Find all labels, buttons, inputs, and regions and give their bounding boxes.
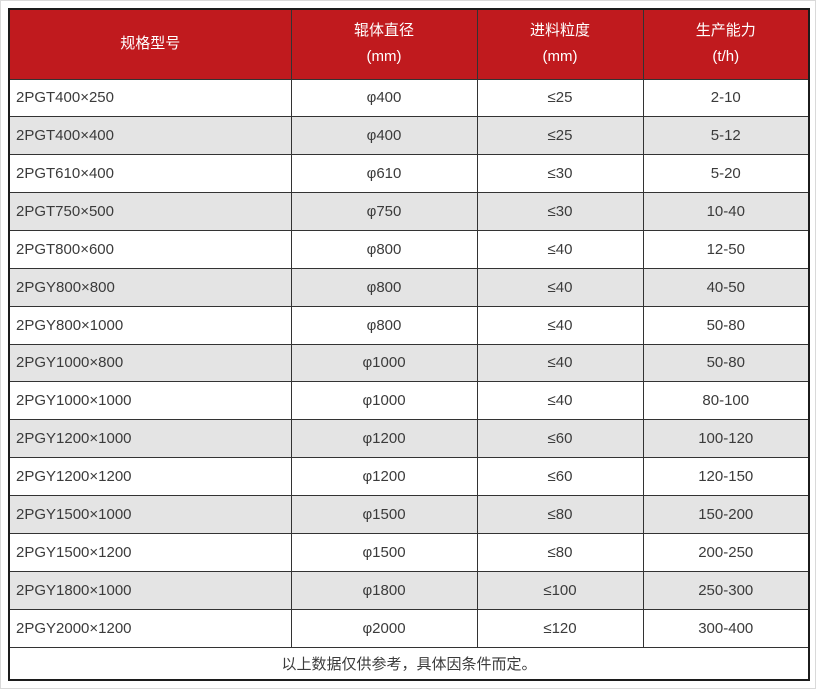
cell-diameter: φ750 bbox=[290, 192, 478, 231]
cell-model: 2PGT400×400 bbox=[8, 116, 292, 156]
cell-feed-size: ≤60 bbox=[476, 457, 644, 496]
table-body: 2PGT400×250 φ400 ≤25 2-10 2PGT400×400 φ400 ≤25… bbox=[8, 78, 810, 648]
cell-model: 2PGY800×1000 bbox=[8, 305, 292, 345]
cell-feed-size: ≤80 bbox=[476, 532, 644, 572]
column-unit: (mm) bbox=[542, 48, 578, 66]
cell-diameter: φ800 bbox=[290, 229, 478, 269]
table-row: 2PGT400×250 φ400 ≤25 2-10 bbox=[8, 78, 810, 118]
cell-model: 2PGY1800×1000 bbox=[8, 570, 292, 610]
cell-model: 2PGY800×800 bbox=[8, 267, 292, 307]
column-title: 规格型号 bbox=[120, 35, 181, 53]
cell-diameter: φ400 bbox=[290, 116, 478, 156]
column-unit: (mm) bbox=[366, 48, 402, 66]
footer-note: 以上数据仅供参考，具体因条件而定。 bbox=[8, 646, 810, 681]
cell-feed-size: ≤25 bbox=[476, 78, 644, 118]
cell-diameter: φ1500 bbox=[290, 532, 478, 572]
column-header-feed-size: 进料粒度 (mm) bbox=[476, 8, 644, 80]
cell-diameter: φ400 bbox=[290, 78, 478, 118]
column-unit: (t/h) bbox=[712, 48, 740, 66]
table-row: 2PGT800×600 φ800 ≤40 12-50 bbox=[8, 229, 810, 269]
cell-diameter: φ1800 bbox=[290, 570, 478, 610]
cell-model: 2PGY2000×1200 bbox=[8, 608, 292, 648]
table-header: 规格型号 辊体直径 (mm) 进料粒度 (mm) 生产能力 (t/h) bbox=[8, 8, 810, 80]
header-row: 规格型号 辊体直径 (mm) 进料粒度 (mm) 生产能力 (t/h) bbox=[8, 8, 810, 80]
cell-diameter: φ1200 bbox=[290, 419, 478, 459]
cell-feed-size: ≤40 bbox=[476, 343, 644, 383]
cell-feed-size: ≤120 bbox=[476, 608, 644, 648]
cell-model: 2PGY1500×1000 bbox=[8, 494, 292, 534]
footer-row: 以上数据仅供参考，具体因条件而定。 bbox=[8, 646, 810, 681]
table-footer: 以上数据仅供参考，具体因条件而定。 bbox=[8, 646, 810, 681]
cell-model: 2PGY1000×1000 bbox=[8, 381, 292, 421]
table-row: 2PGY800×800 φ800 ≤40 40-50 bbox=[8, 267, 810, 307]
cell-feed-size: ≤100 bbox=[476, 570, 644, 610]
column-title: 生产能力 bbox=[695, 22, 756, 40]
table-row: 2PGY1500×1000 φ1500 ≤80 150-200 bbox=[8, 494, 810, 534]
cell-capacity: 10-40 bbox=[642, 192, 810, 231]
table-row: 2PGY1500×1200 φ1500 ≤80 200-250 bbox=[8, 532, 810, 572]
cell-diameter: φ800 bbox=[290, 305, 478, 345]
cell-feed-size: ≤80 bbox=[476, 494, 644, 534]
cell-feed-size: ≤30 bbox=[476, 154, 644, 194]
cell-diameter: φ1000 bbox=[290, 343, 478, 383]
cell-model: 2PGT400×250 bbox=[8, 78, 292, 118]
table-row: 2PGY2000×1200 φ2000 ≤120 300-400 bbox=[8, 608, 810, 648]
table-row: 2PGT750×500 φ750 ≤30 10-40 bbox=[8, 192, 810, 231]
cell-capacity: 2-10 bbox=[642, 78, 810, 118]
table-row: 2PGY800×1000 φ800 ≤40 50-80 bbox=[8, 305, 810, 345]
specification-table: 规格型号 辊体直径 (mm) 进料粒度 (mm) 生产能力 (t/h) 2PGT… bbox=[8, 8, 810, 681]
cell-diameter: φ2000 bbox=[290, 608, 478, 648]
cell-diameter: φ1500 bbox=[290, 494, 478, 534]
cell-model: 2PGY1200×1000 bbox=[8, 419, 292, 459]
cell-model: 2PGY1000×800 bbox=[8, 343, 292, 383]
cell-capacity: 250-300 bbox=[642, 570, 810, 610]
column-title: 辊体直径 bbox=[353, 22, 414, 40]
cell-capacity: 120-150 bbox=[642, 457, 810, 496]
cell-capacity: 5-12 bbox=[642, 116, 810, 156]
cell-capacity: 40-50 bbox=[642, 267, 810, 307]
cell-diameter: φ610 bbox=[290, 154, 478, 194]
cell-feed-size: ≤40 bbox=[476, 229, 644, 269]
column-title: 进料粒度 bbox=[529, 22, 590, 40]
cell-capacity: 150-200 bbox=[642, 494, 810, 534]
column-header-capacity: 生产能力 (t/h) bbox=[642, 8, 810, 80]
cell-capacity: 5-20 bbox=[642, 154, 810, 194]
cell-diameter: φ1200 bbox=[290, 457, 478, 496]
cell-feed-size: ≤40 bbox=[476, 305, 644, 345]
cell-capacity: 12-50 bbox=[642, 229, 810, 269]
cell-diameter: φ1000 bbox=[290, 381, 478, 421]
cell-capacity: 80-100 bbox=[642, 381, 810, 421]
cell-model: 2PGY1200×1200 bbox=[8, 457, 292, 496]
cell-capacity: 300-400 bbox=[642, 608, 810, 648]
column-header-diameter: 辊体直径 (mm) bbox=[290, 8, 478, 80]
cell-capacity: 100-120 bbox=[642, 419, 810, 459]
cell-model: 2PGT750×500 bbox=[8, 192, 292, 231]
cell-capacity: 200-250 bbox=[642, 532, 810, 572]
cell-feed-size: ≤60 bbox=[476, 419, 644, 459]
table-row: 2PGY1000×1000 φ1000 ≤40 80-100 bbox=[8, 381, 810, 421]
cell-feed-size: ≤40 bbox=[476, 267, 644, 307]
table-row: 2PGY1000×800 φ1000 ≤40 50-80 bbox=[8, 343, 810, 383]
cell-feed-size: ≤40 bbox=[476, 381, 644, 421]
cell-model: 2PGY1500×1200 bbox=[8, 532, 292, 572]
cell-model: 2PGT610×400 bbox=[8, 154, 292, 194]
column-header-model: 规格型号 bbox=[8, 8, 292, 80]
table-row: 2PGY1200×1000 φ1200 ≤60 100-120 bbox=[8, 419, 810, 459]
table-row: 2PGT400×400 φ400 ≤25 5-12 bbox=[8, 116, 810, 156]
cell-diameter: φ800 bbox=[290, 267, 478, 307]
cell-capacity: 50-80 bbox=[642, 343, 810, 383]
table-row: 2PGY1800×1000 φ1800 ≤100 250-300 bbox=[8, 570, 810, 610]
table-row: 2PGT610×400 φ610 ≤30 5-20 bbox=[8, 154, 810, 194]
table-row: 2PGY1200×1200 φ1200 ≤60 120-150 bbox=[8, 457, 810, 496]
cell-model: 2PGT800×600 bbox=[8, 229, 292, 269]
cell-feed-size: ≤30 bbox=[476, 192, 644, 231]
cell-capacity: 50-80 bbox=[642, 305, 810, 345]
cell-feed-size: ≤25 bbox=[476, 116, 644, 156]
